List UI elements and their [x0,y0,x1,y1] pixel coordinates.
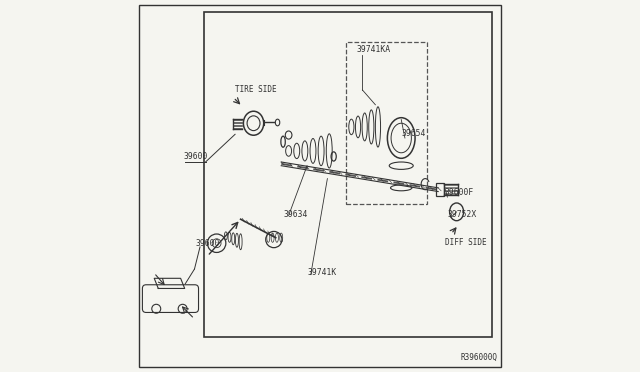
Text: 39634: 39634 [283,211,307,219]
Text: 39600: 39600 [195,239,220,248]
Text: DIFF SIDE: DIFF SIDE [445,238,486,247]
Text: 39654: 39654 [401,129,426,138]
Bar [204,13,492,337]
Bar [346,42,427,205]
Text: 39741KA: 39741KA [357,45,391,54]
Text: TIRE SIDE: TIRE SIDE [235,85,276,94]
Text: 39600: 39600 [184,153,208,161]
Text: R396000Q: R396000Q [460,353,497,362]
Text: 39600F: 39600F [445,188,474,197]
Text: 39752X: 39752X [447,211,477,219]
Text: 39741K: 39741K [308,268,337,278]
Bar [436,183,444,196]
